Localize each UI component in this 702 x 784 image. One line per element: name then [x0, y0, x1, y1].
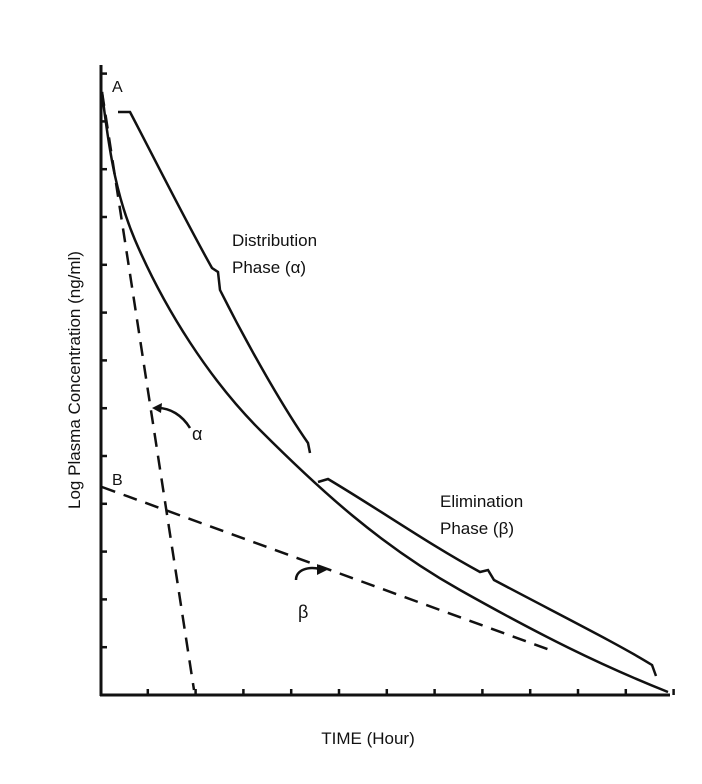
- y-axis: [99, 65, 107, 696]
- distribution-phase-title: Distribution: [232, 231, 317, 250]
- elimination-phase-bracket: [317, 477, 658, 677]
- beta-label: β: [298, 602, 308, 622]
- y-axis-label: Log Plasma Concentration (ng/ml): [65, 251, 84, 509]
- alpha-arrow: [157, 406, 192, 429]
- beta-extrapolated-line: [101, 485, 551, 652]
- distribution-phase-bracket: [118, 110, 312, 454]
- alpha-label: α: [192, 424, 202, 444]
- elimination-phase-title: Elimination: [440, 492, 523, 511]
- x-axis-label: TIME (Hour): [321, 729, 415, 748]
- plasma-concentration-curve: [100, 91, 669, 694]
- elimination-phase-subtitle: Phase (β): [440, 519, 514, 538]
- distribution-phase-subtitle: Phase (α): [232, 258, 306, 277]
- x-axis-ticks: [146, 689, 675, 695]
- alpha-arrowhead-icon: [152, 403, 162, 413]
- alpha-extrapolated-line: [100, 91, 196, 691]
- point-b-label: B: [112, 472, 123, 489]
- beta-arrow: [294, 566, 321, 581]
- point-a-label: A: [112, 79, 123, 96]
- x-axis: [100, 689, 675, 697]
- beta-arrowhead-icon: [317, 564, 327, 575]
